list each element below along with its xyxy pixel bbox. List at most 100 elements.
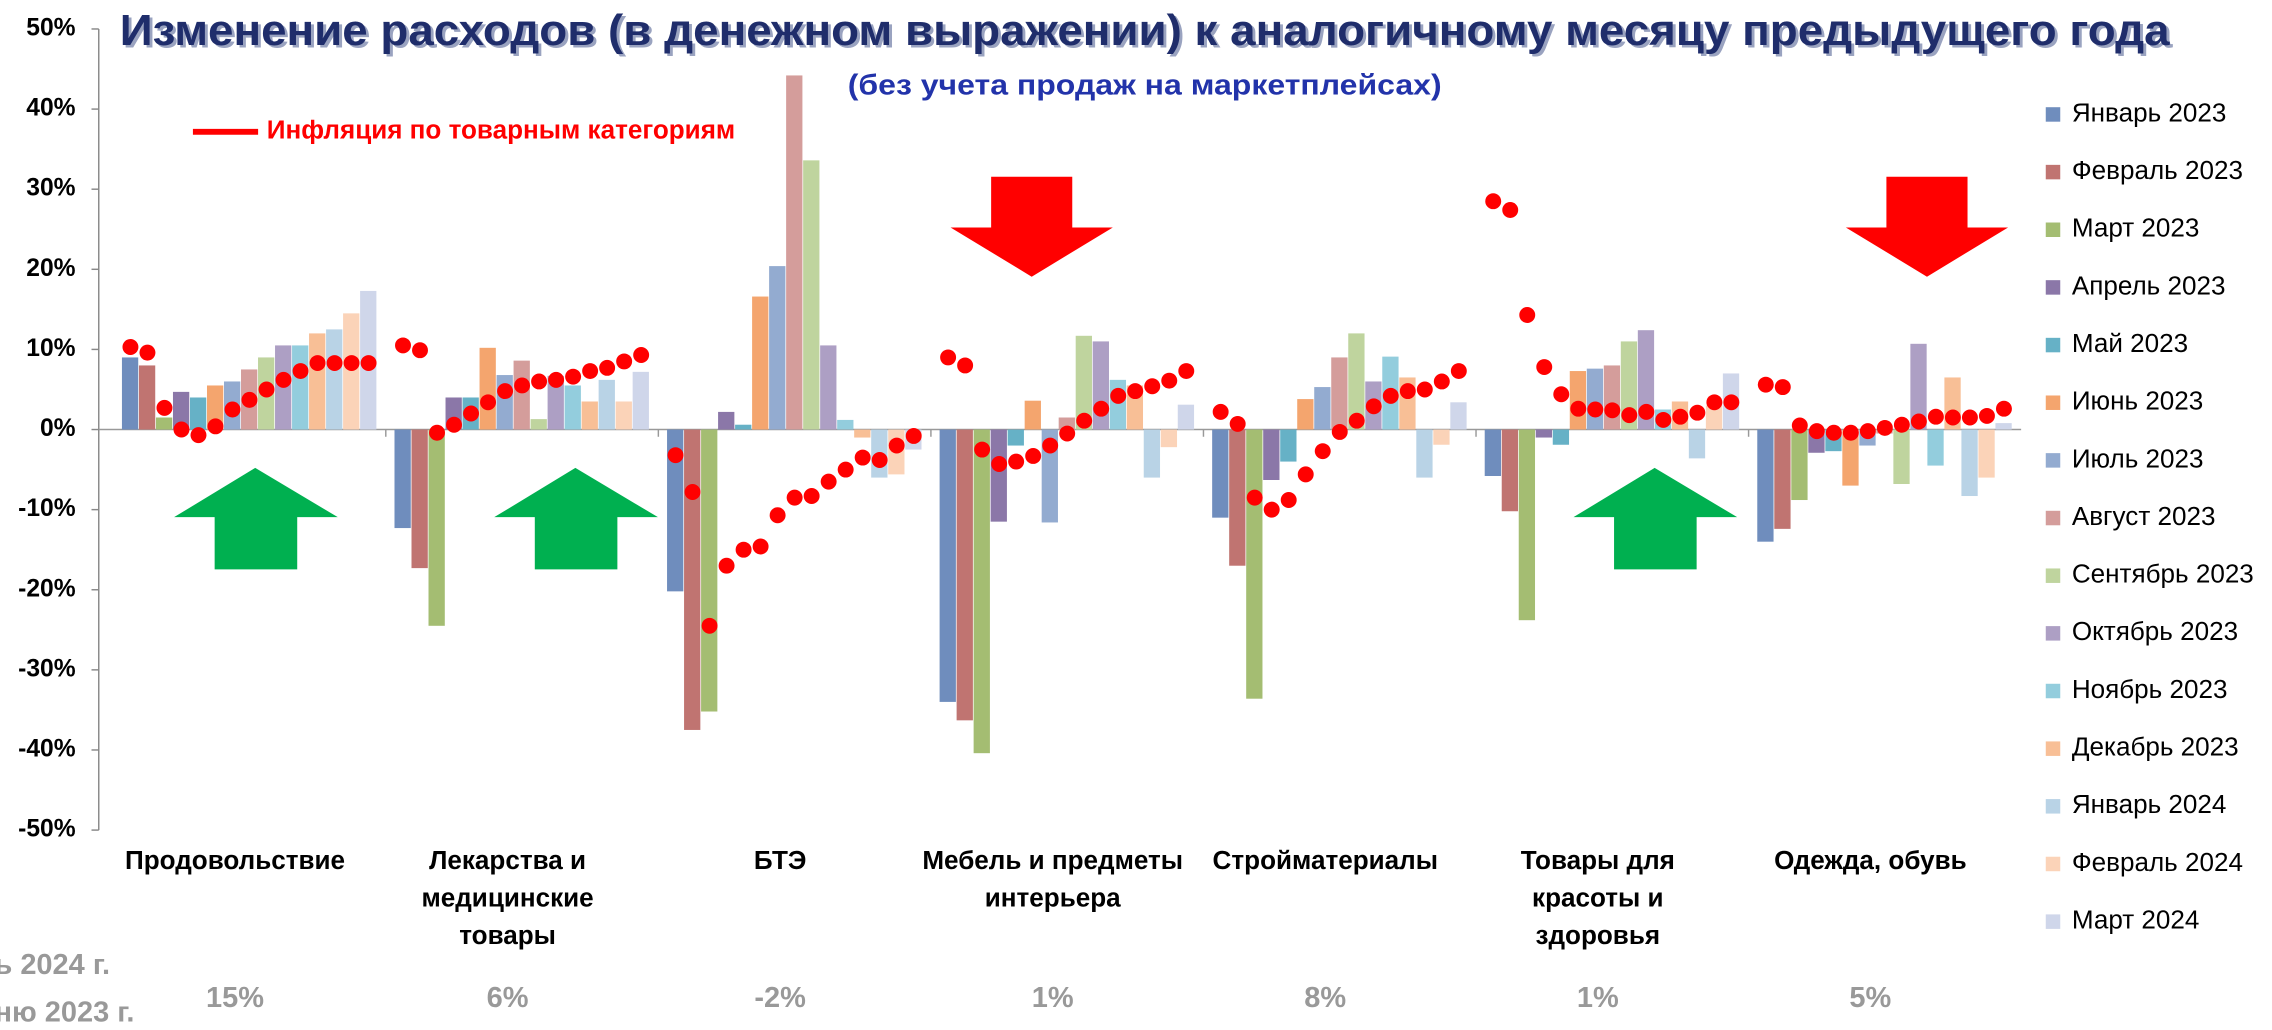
- inflation-dot: [360, 355, 377, 372]
- inflation-dot: [531, 373, 548, 390]
- bar: [564, 385, 581, 430]
- bar: [581, 401, 598, 430]
- inflation-dot: [412, 342, 428, 359]
- bar: [172, 391, 190, 430]
- inflation-dot: [241, 391, 258, 408]
- bottom-label: 6%: [487, 982, 529, 1014]
- category-label: товары: [459, 920, 556, 950]
- inflation-dot: [1723, 394, 1740, 411]
- legend-label: Июнь 2023: [2072, 386, 2203, 416]
- bottom-label: -2%: [754, 982, 806, 1014]
- legend-label: Апрель 2023: [2072, 270, 2226, 300]
- inflation-dot: [139, 344, 156, 361]
- inflation-dot: [701, 617, 718, 634]
- bar: [1348, 333, 1365, 430]
- up-arrow: [174, 467, 338, 570]
- bar: [1842, 429, 1859, 486]
- inflation-dot: [1178, 363, 1195, 380]
- legend-swatch: [2045, 626, 2061, 641]
- bottom-label: 8%: [1304, 982, 1346, 1014]
- bar: [1637, 330, 1655, 430]
- legend-label: Ноябрь 2023: [2072, 674, 2228, 704]
- bar: [854, 429, 871, 438]
- inflation-dot: [1553, 386, 1570, 403]
- bar: [1603, 365, 1621, 430]
- inflation-dot: [1978, 407, 1995, 424]
- inflation-dot: [275, 371, 292, 388]
- legend-swatch: [2045, 568, 2061, 583]
- legend-swatch: [2045, 395, 2061, 410]
- bar: [769, 266, 786, 430]
- bar: [1688, 429, 1706, 459]
- bar: [1552, 429, 1570, 445]
- inflation-dot: [1876, 419, 1893, 436]
- inflation-dot: [1042, 437, 1059, 454]
- inflation-dot: [156, 399, 173, 416]
- bar: [1774, 429, 1791, 529]
- inflation-dot: [1433, 373, 1450, 390]
- bar: [990, 429, 1007, 522]
- inflation-dot: [1110, 387, 1127, 404]
- y-tick-label: -20%: [18, 575, 76, 602]
- bar: [1007, 429, 1024, 446]
- bottom-label: 1%: [1577, 982, 1619, 1014]
- inflation-dot: [582, 363, 599, 380]
- inflation-dot: [1587, 401, 1604, 418]
- bar: [1212, 429, 1229, 518]
- category-label: Одежда, обувь: [1774, 845, 1967, 875]
- bar: [837, 419, 854, 430]
- arrows: [174, 176, 2009, 570]
- legend-swatch: [2045, 222, 2061, 238]
- bar: [786, 75, 803, 430]
- bar: [1757, 429, 1774, 542]
- inflation-dot: [1621, 407, 1638, 424]
- bar: [189, 397, 207, 430]
- category-label: Продовольствие: [125, 845, 345, 875]
- inflation-dot: [1348, 412, 1365, 429]
- inflation-dot: [1944, 409, 1961, 426]
- bar: [1961, 429, 1978, 497]
- category-label: БТЭ: [754, 845, 807, 875]
- inflation-dot: [309, 355, 326, 372]
- y-tick-label: 40%: [26, 95, 75, 122]
- inflation-dot: [735, 541, 752, 558]
- inflation-dot: [1927, 408, 1944, 425]
- bar: [1075, 335, 1092, 430]
- inflation-dot: [514, 377, 531, 394]
- inflation-dot: [224, 401, 241, 418]
- inflation-dot: [871, 452, 888, 468]
- inflation-dot: [1008, 453, 1025, 470]
- inflation-dot: [1280, 492, 1297, 508]
- category-label: интерьера: [985, 883, 1121, 913]
- bar: [1041, 429, 1058, 523]
- bottom-label: 1%: [1032, 982, 1074, 1014]
- bar: [1246, 429, 1263, 699]
- bar: [803, 160, 820, 430]
- inflation-dot: [446, 416, 462, 433]
- bar: [411, 429, 428, 569]
- bar: [1910, 343, 1927, 430]
- bar: [956, 429, 973, 721]
- inflation-dot: [1791, 417, 1808, 434]
- inflation-dot: [837, 461, 854, 478]
- bar: [1433, 429, 1450, 445]
- bar: [121, 357, 139, 430]
- inflation-dot: [258, 381, 275, 398]
- y-tick-label: -10%: [18, 495, 76, 522]
- inflation-dot: [1246, 489, 1263, 506]
- bar: [1791, 429, 1808, 501]
- inflation-dot: [497, 383, 514, 400]
- bar: [1569, 371, 1587, 430]
- bar: [309, 333, 326, 430]
- category-label: Стройматериалы: [1213, 845, 1438, 875]
- bar: [547, 375, 564, 430]
- inflation-dot: [905, 427, 922, 444]
- bar: [479, 347, 496, 430]
- inflation-dot: [292, 363, 309, 380]
- legend-swatch: [2045, 856, 2061, 872]
- down-arrow: [1845, 176, 2009, 277]
- legend-swatch: [2045, 510, 2061, 526]
- inflation-dot: [326, 355, 343, 372]
- bar: [292, 345, 309, 430]
